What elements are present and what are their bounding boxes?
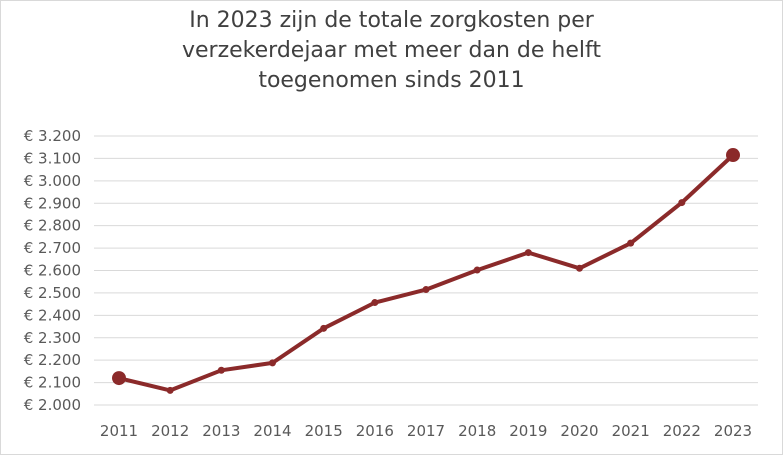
y-tick-label: € 2.400 [24, 306, 81, 324]
y-tick-label: € 2.200 [24, 351, 81, 369]
y-tick-label: € 2.800 [24, 217, 81, 235]
x-tick-label: 2014 [253, 422, 291, 440]
data-point [217, 366, 225, 374]
chart-title: In 2023 zijn de totale zorgkosten per ve… [0, 6, 783, 96]
x-tick-label: 2011 [100, 422, 138, 440]
y-tick-label: € 2.300 [24, 329, 81, 347]
data-point [112, 371, 126, 386]
data-point [166, 386, 174, 394]
data-point [269, 359, 276, 367]
x-tick-label: 2012 [151, 422, 189, 440]
data-point [524, 249, 532, 257]
x-tick-label: 2018 [458, 422, 496, 440]
x-tick-label: 2013 [202, 422, 240, 440]
series-line-layer [117, 153, 735, 393]
x-tick-label: 2019 [509, 422, 547, 440]
y-tick-label: € 2.000 [24, 396, 81, 414]
y-tick-label: € 2.900 [24, 194, 81, 212]
gridlines [94, 135, 758, 406]
x-tick-label: 2015 [305, 422, 343, 440]
y-tick-label: € 3.200 [24, 127, 81, 145]
data-point [371, 299, 379, 307]
x-tick-label: 2017 [407, 422, 445, 440]
chart-title-line-1: In 2023 zijn de totale zorgkosten per [189, 8, 594, 33]
x-tick-label: 2022 [663, 422, 701, 440]
data-point [627, 239, 635, 247]
y-tick-label: € 2.500 [24, 284, 81, 302]
data-point [726, 148, 740, 163]
y-tick-label: € 2.100 [24, 374, 81, 392]
x-tick-label: 2023 [714, 422, 752, 440]
y-axis-tick-labels: € 2.000 € 2.100 € 2.200 € 2.300 € 2.400 € 2.5… [24, 127, 81, 414]
data-point [473, 266, 481, 274]
chart-title-line-2: verzekerdejaar met meer dan de helft [181, 38, 602, 63]
series-line [117, 153, 735, 393]
data-point [576, 264, 583, 272]
y-tick-label: € 3.000 [24, 172, 81, 190]
data-point [678, 199, 686, 207]
data-points [112, 148, 740, 394]
y-tick-label: € 2.600 [24, 262, 81, 280]
data-point [320, 324, 328, 332]
y-tick-label: € 3.100 [24, 149, 81, 167]
y-tick-label: € 2.700 [24, 239, 81, 257]
chart-title-line-3: toegenomen sinds 2011 [258, 68, 525, 93]
x-tick-label: 2016 [356, 422, 394, 440]
x-tick-label: 2021 [612, 422, 650, 440]
x-axis-tick-labels: 2011 2012 2013 2014 2015 2016 2017 2018 2019 2020… [100, 422, 752, 440]
x-tick-label: 2020 [560, 422, 598, 440]
data-point [422, 286, 430, 294]
